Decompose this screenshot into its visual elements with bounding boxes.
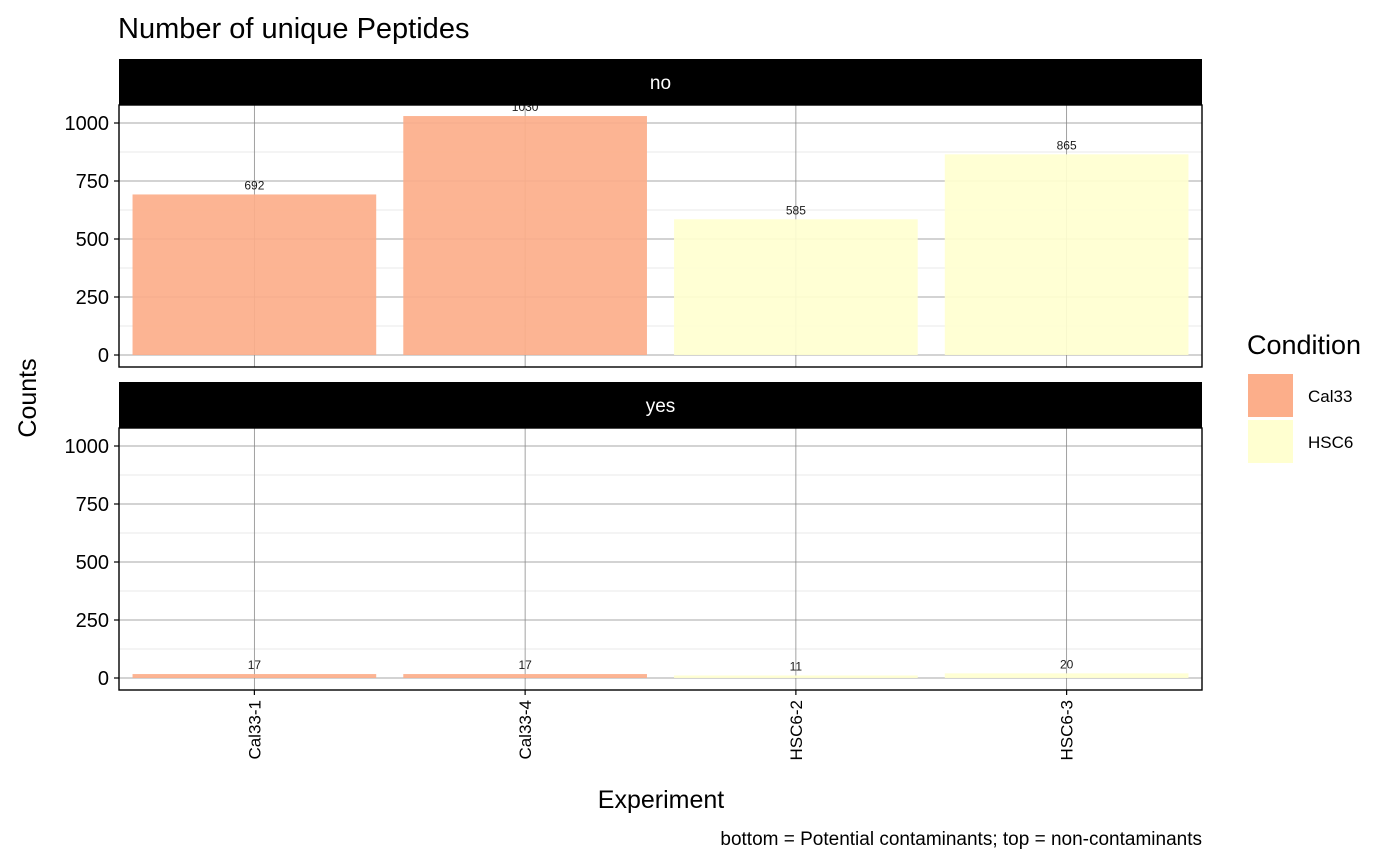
y-tick-label: 1000 <box>65 113 110 135</box>
y-tick-label: 500 <box>76 552 109 574</box>
y-tick-label: 0 <box>98 668 109 690</box>
bar-HSC6-2-yes <box>674 675 918 678</box>
bar-Cal33-4-yes <box>403 674 647 678</box>
facet-strip-label-overlay: yes <box>646 396 676 417</box>
legend-key-Cal33 <box>1248 374 1293 417</box>
legend-label: Cal33 <box>1308 387 1352 406</box>
y-tick-label: 750 <box>76 171 109 193</box>
data-label: 11 <box>790 659 803 673</box>
y-tick-label: 250 <box>76 287 109 309</box>
data-label: 692 <box>244 178 264 192</box>
y-tick-label: 1000 <box>65 436 110 458</box>
facet-strip-overlay <box>119 59 1202 105</box>
chart-caption: bottom = Potential contaminants; top = n… <box>720 829 1202 850</box>
y-tick-label: 0 <box>98 345 109 367</box>
x-tick-label: Cal33-1 <box>245 700 264 760</box>
bar-Cal33-1-yes <box>132 674 377 678</box>
legend-title: Condition <box>1247 330 1361 360</box>
legend-label: HSC6 <box>1308 433 1353 452</box>
bar-Cal33-1-no <box>132 194 377 355</box>
y-tick-label: 250 <box>76 610 109 632</box>
bar-HSC6-3-yes <box>944 673 1189 678</box>
x-tick-label: HSC6-2 <box>787 700 806 760</box>
x-tick-label: HSC6-3 <box>1058 700 1077 760</box>
x-axis-title: Experiment <box>598 786 724 814</box>
data-label: 865 <box>1057 138 1077 152</box>
y-axis-title: Counts <box>14 358 42 437</box>
x-tick-label: Cal33-4 <box>516 700 535 760</box>
data-label: 20 <box>1060 657 1074 671</box>
y-tick-label: 500 <box>76 229 109 251</box>
legend-key-HSC6 <box>1248 420 1293 463</box>
facet-strip-overlay <box>119 382 1202 428</box>
facet-panels: no025050075010006921030585865noyes025050… <box>65 59 1203 760</box>
data-label: 17 <box>248 658 262 672</box>
chart-title: Number of unique Peptides <box>118 13 469 45</box>
data-label: 17 <box>518 658 532 672</box>
bar-HSC6-2-no <box>674 219 918 355</box>
panel-border <box>118 427 1203 691</box>
y-tick-label: 750 <box>76 494 109 516</box>
data-label: 585 <box>786 203 806 217</box>
bar-Cal33-4-no <box>403 116 647 355</box>
panel-border <box>118 104 1203 368</box>
legend: Condition Cal33 HSC6 <box>1247 330 1361 463</box>
facet-panel-no: no025050075010006921030585865no <box>65 59 1203 368</box>
facet-panel-yes: yes0250500750100017171120yesCal33-1Cal33… <box>65 382 1203 760</box>
bar-HSC6-3-no <box>944 154 1189 355</box>
facet-strip-label-overlay: no <box>650 73 671 94</box>
